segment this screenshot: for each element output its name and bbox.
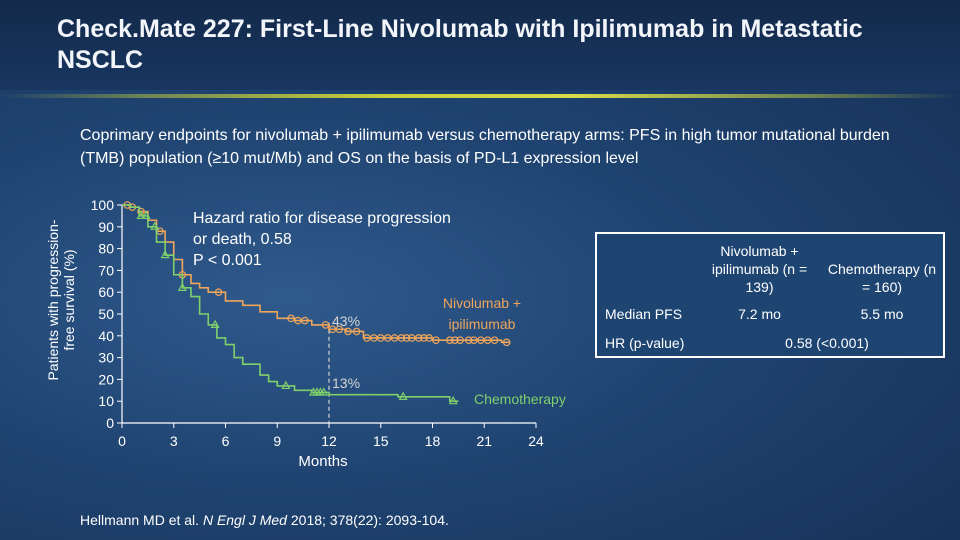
y-tick-label: 10 <box>98 393 114 409</box>
nivo-ipi-censor-mark <box>451 336 459 344</box>
x-tick-label: 0 <box>118 433 126 449</box>
nivo-ipi-censor-mark <box>402 334 411 342</box>
y-tick-label: 60 <box>98 284 114 300</box>
title-band <box>0 0 960 90</box>
nivo-ipi-censor-mark <box>137 207 145 216</box>
y-tick-label: 90 <box>98 219 114 235</box>
nivo-ipi-censor-mark <box>352 327 361 336</box>
stats-header-nivo: Nivolumab + ipilimumab (n = 139) <box>711 243 808 295</box>
chemotherapy-censor-mark <box>136 210 146 219</box>
nivo-ipi-censor-mark <box>420 334 428 342</box>
nivo-ipi-censor-mark <box>490 336 499 344</box>
pct-nivo-12mo: 43% <box>332 313 360 329</box>
pct-chemo-12mo: 13% <box>332 375 360 391</box>
stats-header-chemo: Chemotherapy (n = 160) <box>827 261 937 295</box>
y-tick-label: 50 <box>98 306 114 322</box>
x-tick-label: 12 <box>321 433 337 449</box>
x-tick-label: 24 <box>528 433 544 449</box>
stats-row-label: Median PFS <box>605 306 683 322</box>
chemotherapy-censor-mark <box>177 282 187 291</box>
nivo-ipi-censor-mark <box>321 321 330 329</box>
x-tick-label: 6 <box>222 433 230 449</box>
hazard-ratio-annotation: Hazard ratio for disease progression <box>193 210 451 227</box>
x-axis-label: Months <box>298 453 347 470</box>
y-tick-label: 80 <box>98 241 114 257</box>
x-tick-label: 18 <box>425 433 441 449</box>
nivo-ipi-censor-mark <box>397 334 406 342</box>
chemotherapy-censor-mark <box>319 387 329 396</box>
nivo-ipi-censor-mark <box>445 336 454 344</box>
y-axis-label: Patients with progression-free survival … <box>45 219 77 380</box>
chemotherapy-censor-mark <box>150 221 160 230</box>
nivo-ipi-censor-mark <box>502 338 511 347</box>
stats-median-chemo: 5.5 mo <box>860 306 904 322</box>
stats-row-label: HR (p-value) <box>605 335 685 351</box>
chemotherapy-censor-mark <box>448 395 458 405</box>
nivo-ipi-censor-mark <box>214 288 223 297</box>
y-tick-label: 40 <box>98 328 114 344</box>
chemotherapy-censor-mark <box>281 380 291 390</box>
nivo-ipi-censor-mark <box>344 327 352 336</box>
nivo-ipi-km-curve <box>122 204 511 344</box>
subtitle: Coprimary endpoints for nivolumab + ipil… <box>80 127 890 167</box>
nivo-ipi-series-label: Nivolumab + <box>443 295 521 311</box>
title-divider <box>0 94 960 98</box>
chemotherapy-censor-mark <box>141 210 151 219</box>
stats-median-nivo: 7.2 mo <box>738 306 781 322</box>
chemotherapy-censor-mark <box>210 319 220 328</box>
x-tick-label: 9 <box>273 433 281 449</box>
y-tick-label: 0 <box>106 415 114 431</box>
citation-authors: Hellmann MD et al. <box>80 512 203 528</box>
nivo-ipi-censor-mark <box>287 314 295 323</box>
hazard-ratio-annotation: P < 0.001 <box>193 252 262 269</box>
chemotherapy-censor-mark <box>160 249 170 259</box>
x-tick-label: 3 <box>170 433 178 449</box>
nivo-ipi-censor-mark <box>456 336 464 344</box>
page-title: Check.Mate 227: First-Line Nivolumab wit… <box>57 15 863 74</box>
nivo-ipi-censor-mark <box>301 316 309 325</box>
y-tick-label: 70 <box>98 262 114 278</box>
x-tick-label: 15 <box>373 433 389 449</box>
citation: Hellmann MD et al. N Engl J Med 2018; 37… <box>80 512 449 528</box>
x-tick-label: 21 <box>476 433 492 449</box>
nivo-ipi-censor-mark <box>464 336 473 344</box>
nivo-ipi-censor-mark <box>432 336 440 344</box>
nivo-ipi-censor-mark <box>425 334 433 342</box>
y-tick-label: 20 <box>98 371 114 387</box>
stats-hr-value: 0.58 (<0.001) <box>785 335 869 351</box>
nivo-ipi-censor-mark <box>335 325 344 334</box>
y-tick-label: 100 <box>91 197 115 213</box>
y-tick-label: 30 <box>98 350 114 366</box>
citation-details: 2018; 378(22): 2093-104. <box>286 512 449 528</box>
nivo-ipi-censor-mark <box>414 334 423 342</box>
citation-journal: N Engl J Med <box>202 512 287 528</box>
chemotherapy-censor-mark <box>398 391 408 400</box>
hazard-ratio-annotation: or death, 0.58 <box>193 231 292 248</box>
nivo-ipi-series-label: ipilimumab <box>449 316 516 332</box>
stats-table: Nivolumab + ipilimumab (n = 139) Chemoth… <box>595 232 945 358</box>
chemotherapy-series-label: Chemotherapy <box>474 391 566 407</box>
